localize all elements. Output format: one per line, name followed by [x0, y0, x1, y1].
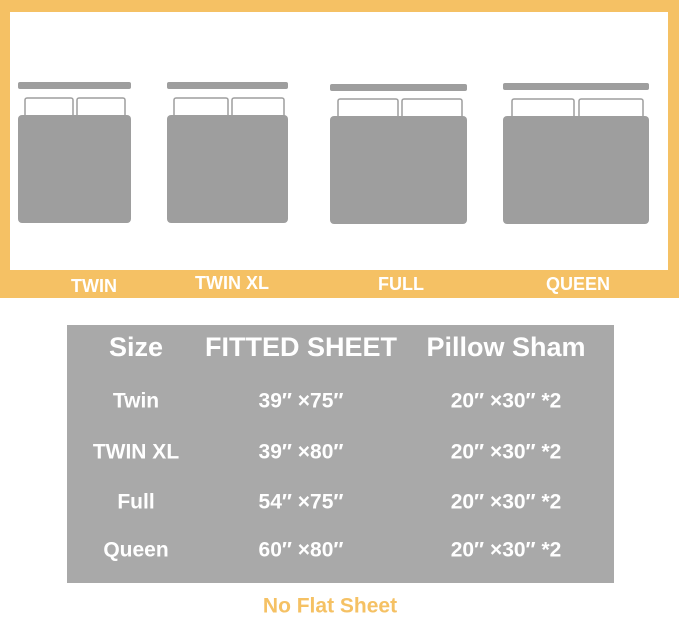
size-table	[67, 325, 614, 583]
bed-label: TWIN	[71, 276, 117, 296]
table-cell: 54″ ×75″	[259, 491, 344, 514]
bed-label: QUEEN	[546, 274, 610, 294]
bed	[503, 83, 649, 224]
bed	[18, 82, 131, 223]
table-cell: 39″ ×80″	[259, 441, 344, 464]
footer-note: No Flat Sheet	[263, 595, 397, 618]
table-cell: 20″ ×30″ *2	[451, 491, 562, 514]
table-cell: 20″ ×30″ *2	[451, 441, 562, 464]
table-header: Size	[109, 332, 163, 362]
bed-label: FULL	[378, 274, 424, 294]
table-cell: 60″ ×80″	[259, 539, 344, 562]
beds	[18, 82, 649, 224]
table-rows: Twin 39″ ×75″ 20″ ×30″ *2 TWIN XL 39″ ×80″ 20…	[93, 390, 561, 562]
table-cell: 20″ ×30″ *2	[451, 539, 562, 562]
table-cell: Twin	[113, 390, 159, 413]
table-header: FITTED SHEET	[205, 332, 398, 362]
bed	[167, 82, 288, 223]
table-header: Pillow Sham	[426, 332, 585, 362]
table-cell: Full	[117, 491, 154, 514]
bed-label: TWIN XL	[195, 273, 269, 293]
table-cell: Queen	[103, 539, 168, 562]
bed	[330, 84, 467, 224]
table-cell: 39″ ×75″	[259, 390, 344, 413]
table-cell: 20″ ×30″ *2	[451, 390, 562, 413]
table-cell: TWIN XL	[93, 441, 179, 464]
